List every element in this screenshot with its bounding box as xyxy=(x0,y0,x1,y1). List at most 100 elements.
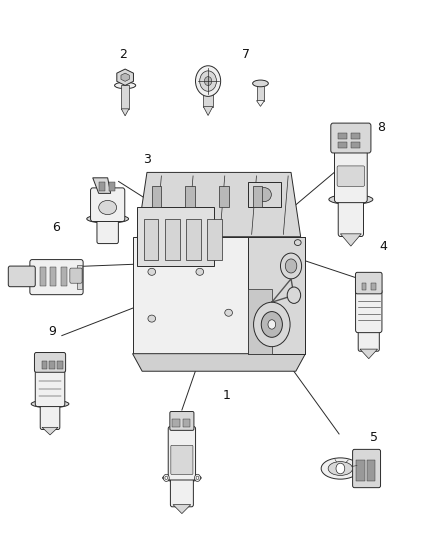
Ellipse shape xyxy=(225,309,233,316)
Bar xyxy=(338,142,347,148)
Bar xyxy=(367,460,375,481)
Polygon shape xyxy=(360,349,378,359)
FancyBboxPatch shape xyxy=(97,216,118,244)
Polygon shape xyxy=(138,207,214,266)
FancyBboxPatch shape xyxy=(337,166,364,187)
Polygon shape xyxy=(203,107,213,116)
Ellipse shape xyxy=(257,188,272,201)
Bar xyxy=(183,419,190,426)
Ellipse shape xyxy=(115,82,136,88)
Ellipse shape xyxy=(287,287,300,303)
Text: 6: 6 xyxy=(52,221,60,234)
Bar xyxy=(356,460,365,481)
Ellipse shape xyxy=(254,302,290,346)
Bar xyxy=(186,219,201,260)
Ellipse shape xyxy=(253,80,268,87)
FancyBboxPatch shape xyxy=(170,411,194,430)
Text: 8: 8 xyxy=(377,120,385,134)
FancyBboxPatch shape xyxy=(171,446,193,474)
FancyBboxPatch shape xyxy=(70,268,82,283)
Bar xyxy=(371,283,376,290)
FancyBboxPatch shape xyxy=(353,449,381,488)
Bar xyxy=(338,133,347,139)
Bar xyxy=(77,265,82,289)
FancyBboxPatch shape xyxy=(30,260,83,295)
Bar xyxy=(152,187,161,207)
Ellipse shape xyxy=(196,268,204,276)
Bar xyxy=(253,187,262,207)
Ellipse shape xyxy=(99,200,117,215)
FancyBboxPatch shape xyxy=(91,188,125,222)
Ellipse shape xyxy=(336,463,345,474)
Text: 4: 4 xyxy=(380,240,388,253)
Bar xyxy=(351,133,360,139)
FancyBboxPatch shape xyxy=(358,327,379,351)
Polygon shape xyxy=(173,505,191,514)
Bar xyxy=(109,182,115,190)
Ellipse shape xyxy=(200,71,216,91)
Ellipse shape xyxy=(162,474,201,482)
Bar xyxy=(57,361,63,369)
Bar xyxy=(203,81,213,107)
Ellipse shape xyxy=(195,66,221,96)
Ellipse shape xyxy=(194,474,201,481)
Ellipse shape xyxy=(328,462,353,475)
Polygon shape xyxy=(248,237,305,354)
Ellipse shape xyxy=(87,215,129,223)
Ellipse shape xyxy=(205,77,212,85)
Bar xyxy=(248,289,272,354)
Ellipse shape xyxy=(329,195,373,204)
Ellipse shape xyxy=(268,320,276,329)
Ellipse shape xyxy=(294,240,301,246)
Bar xyxy=(50,266,56,286)
Bar xyxy=(257,83,265,101)
Bar xyxy=(99,182,105,190)
Ellipse shape xyxy=(285,259,297,273)
Bar xyxy=(121,85,129,109)
FancyBboxPatch shape xyxy=(35,352,66,372)
Polygon shape xyxy=(93,178,111,193)
Text: 9: 9 xyxy=(48,325,56,338)
Bar xyxy=(219,187,229,207)
FancyBboxPatch shape xyxy=(331,123,371,153)
Polygon shape xyxy=(117,69,134,85)
Polygon shape xyxy=(133,354,305,371)
Polygon shape xyxy=(42,427,58,435)
FancyBboxPatch shape xyxy=(170,476,193,507)
Ellipse shape xyxy=(165,476,168,480)
Ellipse shape xyxy=(148,315,155,322)
FancyBboxPatch shape xyxy=(35,367,65,407)
FancyBboxPatch shape xyxy=(40,401,60,430)
Polygon shape xyxy=(257,101,265,107)
Bar xyxy=(42,361,47,369)
Ellipse shape xyxy=(321,458,360,479)
Text: 3: 3 xyxy=(144,152,152,166)
FancyBboxPatch shape xyxy=(168,426,195,480)
FancyBboxPatch shape xyxy=(335,147,367,203)
Text: 7: 7 xyxy=(242,49,250,61)
Text: 2: 2 xyxy=(120,49,127,61)
Bar xyxy=(165,219,180,260)
Ellipse shape xyxy=(280,253,302,279)
FancyBboxPatch shape xyxy=(338,196,364,237)
Polygon shape xyxy=(340,234,361,246)
Text: 5: 5 xyxy=(370,431,378,444)
Polygon shape xyxy=(121,109,129,116)
Bar xyxy=(351,142,360,148)
Ellipse shape xyxy=(148,268,155,276)
Text: 1: 1 xyxy=(223,389,230,402)
Bar xyxy=(362,283,367,290)
Ellipse shape xyxy=(163,474,169,481)
Bar xyxy=(173,419,180,426)
Ellipse shape xyxy=(196,476,199,480)
FancyBboxPatch shape xyxy=(8,266,35,287)
Bar xyxy=(144,219,159,260)
Bar xyxy=(60,266,67,286)
Polygon shape xyxy=(121,73,129,82)
Polygon shape xyxy=(138,172,300,237)
Bar xyxy=(185,187,195,207)
FancyBboxPatch shape xyxy=(356,289,382,333)
FancyBboxPatch shape xyxy=(356,272,382,294)
Bar xyxy=(248,182,282,207)
Ellipse shape xyxy=(261,312,283,337)
